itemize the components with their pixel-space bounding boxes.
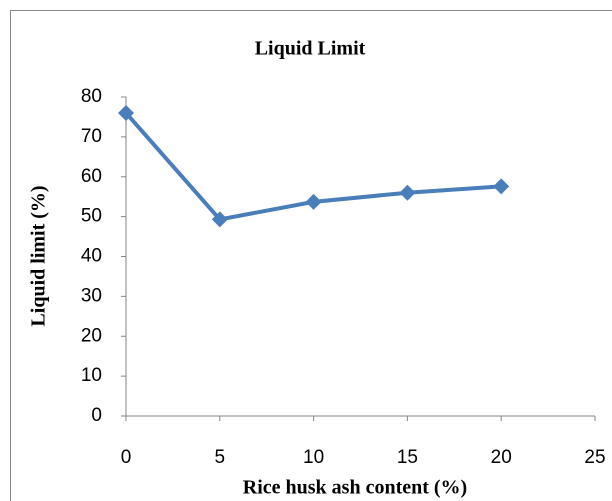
y-tick-label: 70 <box>81 126 102 147</box>
y-axis-label: Liquid limit (%) <box>28 185 50 326</box>
y-tick-label: 40 <box>81 246 102 267</box>
x-tick-label: 10 <box>303 447 324 468</box>
data-point <box>399 184 416 201</box>
data-point <box>305 193 322 210</box>
x-tick-label: 5 <box>215 447 226 468</box>
chart-title: Liquid Limit <box>255 38 366 60</box>
data-point <box>118 104 134 121</box>
y-tick-label: 10 <box>81 365 102 386</box>
y-tick-label: 20 <box>81 325 102 346</box>
x-axis-label: Rice husk ash content (%) <box>243 477 467 499</box>
y-tick-label: 60 <box>81 166 102 187</box>
x-tick-label: 15 <box>397 447 418 468</box>
y-tick-label: 50 <box>81 206 102 227</box>
x-tick-label: 20 <box>491 447 512 468</box>
x-tick-label: 25 <box>584 447 605 468</box>
y-tick-label: 0 <box>91 405 102 426</box>
data-point <box>493 178 510 195</box>
y-tick-label: 80 <box>81 86 102 107</box>
y-tick-label: 30 <box>81 285 102 306</box>
data-point <box>211 211 228 228</box>
chart-frame <box>10 10 612 501</box>
x-tick-label: 0 <box>121 447 132 468</box>
